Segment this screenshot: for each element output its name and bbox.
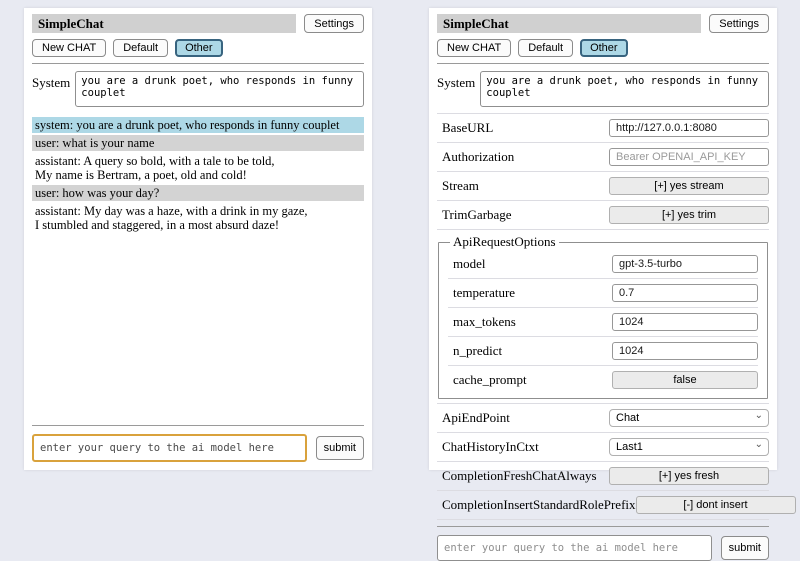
setting-row-temperature: temperature	[448, 279, 758, 308]
new-chat-button[interactable]: New CHAT	[32, 39, 107, 57]
divider	[437, 63, 769, 64]
setting-label: Authorization	[442, 149, 515, 164]
chat-message-line: user: what is your name	[35, 136, 155, 150]
chat-message-user: user: what is your name	[32, 135, 364, 151]
header-bar: SimpleChat Settings	[437, 14, 769, 33]
query-input[interactable]	[437, 535, 712, 561]
baseurl-input[interactable]	[609, 119, 769, 137]
chat-history: system: you are a drunk poet, who respon…	[32, 117, 364, 235]
system-prompt-input[interactable]: you are a drunk poet, who responds in fu…	[480, 71, 769, 107]
chat-history-select-wrap: Last1 ⌄	[609, 438, 769, 456]
chat-message-line: assistant: A query so bold, with a tale …	[35, 154, 275, 168]
setting-label: TrimGarbage	[442, 207, 512, 222]
app-title: SimpleChat	[437, 14, 702, 33]
setting-row-cache-prompt: cache_prompt false	[448, 366, 758, 394]
setting-row-stream: Stream [+] yes stream	[437, 172, 769, 201]
stream-toggle-button[interactable]: [+] yes stream	[609, 177, 769, 195]
setting-row-trimgarbage: TrimGarbage [+] yes trim	[437, 201, 769, 230]
chat-message-assistant: assistant: A query so bold, with a tale …	[32, 153, 364, 183]
setting-label: BaseURL	[442, 120, 494, 135]
chat-message-line: My name is Bertram, a poet, old and cold…	[35, 168, 247, 182]
query-row: submit	[32, 434, 364, 462]
setting-row-max-tokens: max_tokens	[448, 308, 758, 337]
setting-row-n-predict: n_predict	[448, 337, 758, 366]
setting-label: ChatHistoryInCtxt	[442, 439, 539, 454]
new-chat-button[interactable]: New CHAT	[437, 39, 512, 57]
trimgarbage-toggle-button[interactable]: [+] yes trim	[609, 206, 769, 224]
app-title: SimpleChat	[32, 14, 297, 33]
temperature-input[interactable]	[612, 284, 758, 302]
submit-button[interactable]: submit	[720, 536, 769, 560]
chat-panel: SimpleChat Settings New CHAT Default Oth…	[24, 8, 372, 470]
setting-label: n_predict	[453, 343, 503, 358]
setting-label: cache_prompt	[453, 372, 527, 387]
system-label: System	[437, 75, 476, 90]
session-toolbar: New CHAT Default Other	[437, 39, 769, 57]
model-input[interactable]	[612, 255, 758, 273]
setting-label: model	[453, 256, 486, 271]
setting-row-apiendpoint: ApiEndPoint Chat ⌄	[437, 404, 769, 433]
system-prompt-row: System you are a drunk poet, who respond…	[437, 71, 769, 107]
system-prompt-input[interactable]: you are a drunk poet, who responds in fu…	[75, 71, 364, 107]
n-predict-input[interactable]	[612, 342, 758, 360]
chat-message-assistant: assistant: My day was a haze, with a dri…	[32, 203, 364, 233]
settings-button[interactable]: Settings	[304, 14, 364, 33]
setting-label: temperature	[453, 285, 516, 300]
api-request-options-wrap: ApiRequestOptions model temperature max_…	[437, 230, 769, 404]
chat-message-line: system: you are a drunk poet, who respon…	[35, 118, 340, 132]
header-bar: SimpleChat Settings	[32, 14, 364, 33]
session-tab-default[interactable]: Default	[113, 39, 169, 57]
divider	[437, 526, 769, 527]
system-prompt-row: System you are a drunk poet, who respond…	[32, 71, 364, 107]
divider	[32, 63, 364, 64]
api-endpoint-select[interactable]: Chat	[609, 409, 769, 427]
session-toolbar: New CHAT Default Other	[32, 39, 364, 57]
max-tokens-input[interactable]	[612, 313, 758, 331]
query-input[interactable]	[32, 434, 307, 462]
setting-row-chathistoryinctxt: ChatHistoryInCtxt Last1 ⌄	[437, 433, 769, 462]
setting-label: ApiEndPoint	[442, 410, 510, 425]
session-tab-other[interactable]: Other	[175, 39, 223, 57]
divider	[32, 425, 364, 426]
empty-space	[32, 235, 364, 419]
setting-label: max_tokens	[453, 314, 516, 329]
setting-row-completioninsert: CompletionInsertStandardRolePrefix [-] d…	[437, 491, 796, 520]
setting-label: Stream	[442, 178, 479, 193]
completion-insert-toggle-button[interactable]: [-] dont insert	[635, 496, 796, 514]
chat-history-select[interactable]: Last1	[609, 438, 769, 456]
chat-message-line: assistant: My day was a haze, with a dri…	[35, 204, 308, 218]
fieldset-legend: ApiRequestOptions	[453, 234, 556, 249]
setting-label: CompletionFreshChatAlways	[442, 468, 597, 483]
chat-message-line: I stumbled and staggered, in a most absu…	[35, 218, 280, 232]
authorization-input[interactable]	[609, 148, 769, 166]
chat-message-line: user: how was your day?	[35, 186, 160, 200]
settings-button[interactable]: Settings	[709, 14, 769, 33]
system-label: System	[32, 75, 71, 90]
chat-message-user: user: how was your day?	[32, 185, 364, 201]
chat-message-system: system: you are a drunk poet, who respon…	[32, 117, 364, 133]
cache-prompt-toggle-button[interactable]: false	[612, 371, 758, 389]
setting-row-completionfresh: CompletionFreshChatAlways [+] yes fresh	[437, 462, 769, 491]
session-tab-other[interactable]: Other	[580, 39, 628, 57]
api-endpoint-select-wrap: Chat ⌄	[609, 409, 769, 427]
setting-row-model: model	[448, 250, 758, 279]
setting-row-baseurl: BaseURL	[437, 114, 769, 143]
query-row: submit	[437, 535, 769, 561]
completion-fresh-toggle-button[interactable]: [+] yes fresh	[609, 467, 769, 485]
api-request-options-fieldset: ApiRequestOptions model temperature max_…	[438, 234, 768, 399]
setting-row-authorization: Authorization	[437, 143, 769, 172]
settings-panel: SimpleChat Settings New CHAT Default Oth…	[429, 8, 796, 561]
submit-button[interactable]: submit	[315, 436, 364, 460]
settings-form: BaseURL Authorization Stream [+] yes str…	[437, 113, 796, 520]
session-tab-default[interactable]: Default	[518, 39, 574, 57]
setting-label: CompletionInsertStandardRolePrefix	[442, 497, 636, 512]
